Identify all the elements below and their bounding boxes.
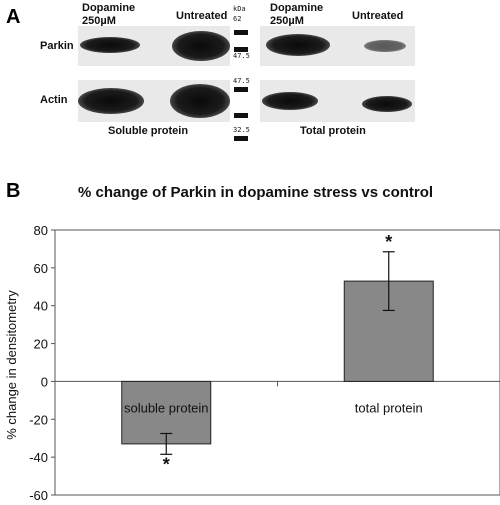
section-label-total: Total protein xyxy=(300,125,366,137)
lane-label-dopamine-right-line1: Dopamine xyxy=(270,2,324,14)
chart-title: % change of Parkin in dopamine stress vs… xyxy=(78,184,434,201)
category-label: soluble protein xyxy=(124,400,209,415)
marker-62: 62 xyxy=(233,15,242,23)
row-label-parkin: Parkin xyxy=(40,40,74,52)
band-parkin-total-dopamine xyxy=(266,34,330,56)
y-tick-label: 20 xyxy=(34,337,48,352)
marker-32-5: 32.5 xyxy=(233,126,250,134)
band-actin-soluble-dopamine xyxy=(78,88,144,114)
lane-label-dopamine-left: Dopamine 250µM xyxy=(82,2,135,28)
band-actin-soluble-untreated xyxy=(170,84,230,118)
band-actin-total-untreated xyxy=(362,96,412,112)
band-parkin-soluble-dopamine xyxy=(80,37,140,53)
y-axis-label: % change in densitometry xyxy=(4,290,19,440)
lane-label-untreated-right: Untreated xyxy=(352,10,404,22)
marker-47-5-top: 47.5 xyxy=(233,52,250,60)
marker-tick-32-5 xyxy=(234,136,248,141)
band-parkin-total-untreated xyxy=(364,40,406,52)
error-bar xyxy=(382,251,395,312)
blot-parkin-soluble xyxy=(78,26,230,66)
error-bar xyxy=(160,432,173,455)
marker-tick-actin-lower xyxy=(234,113,248,118)
lane-label-dopamine-right: Dopamine 250µM xyxy=(270,2,323,28)
lane-label-dopamine-left-line1: Dopamine xyxy=(82,2,136,14)
lane-label-dopamine-right-line2: 250µM xyxy=(270,15,304,27)
y-tick-label: -60 xyxy=(29,488,48,503)
y-tick-label: 60 xyxy=(34,261,48,276)
plot-frame xyxy=(54,229,500,496)
marker-tick-47-5-mid xyxy=(234,87,248,92)
y-axis: 80 60 40 20 0 -20 -40 -60 xyxy=(29,223,500,503)
bars: * soluble protein * total protein xyxy=(121,232,434,474)
blot-actin-soluble xyxy=(78,80,230,122)
row-label-actin: Actin xyxy=(40,94,68,106)
blot-parkin-total xyxy=(260,26,415,66)
y-tick-label: -40 xyxy=(29,450,48,465)
panel-b-letter: B xyxy=(6,180,21,202)
y-tick-label: -20 xyxy=(29,412,48,427)
significance-marker: * xyxy=(385,232,392,252)
marker-47-5-mid: 47.5 xyxy=(233,77,250,85)
section-label-soluble: Soluble protein xyxy=(108,125,189,137)
kda-label: kDa xyxy=(233,5,246,13)
band-parkin-soluble-untreated xyxy=(172,31,230,61)
significance-marker: * xyxy=(163,454,170,474)
category-label: total protein xyxy=(355,400,423,415)
marker-tick-47-5-top xyxy=(234,47,248,52)
marker-tick-62 xyxy=(234,30,248,35)
y-tick-label: 40 xyxy=(34,299,48,314)
y-tick-label: 0 xyxy=(41,374,48,389)
band-actin-total-dopamine xyxy=(262,92,318,110)
blot-actin-total xyxy=(260,80,415,122)
panel-a-letter: A xyxy=(6,6,21,28)
lane-label-untreated-left: Untreated xyxy=(176,10,228,22)
y-tick-label: 80 xyxy=(34,223,48,238)
lane-label-dopamine-left-line2: 250µM xyxy=(82,15,116,27)
